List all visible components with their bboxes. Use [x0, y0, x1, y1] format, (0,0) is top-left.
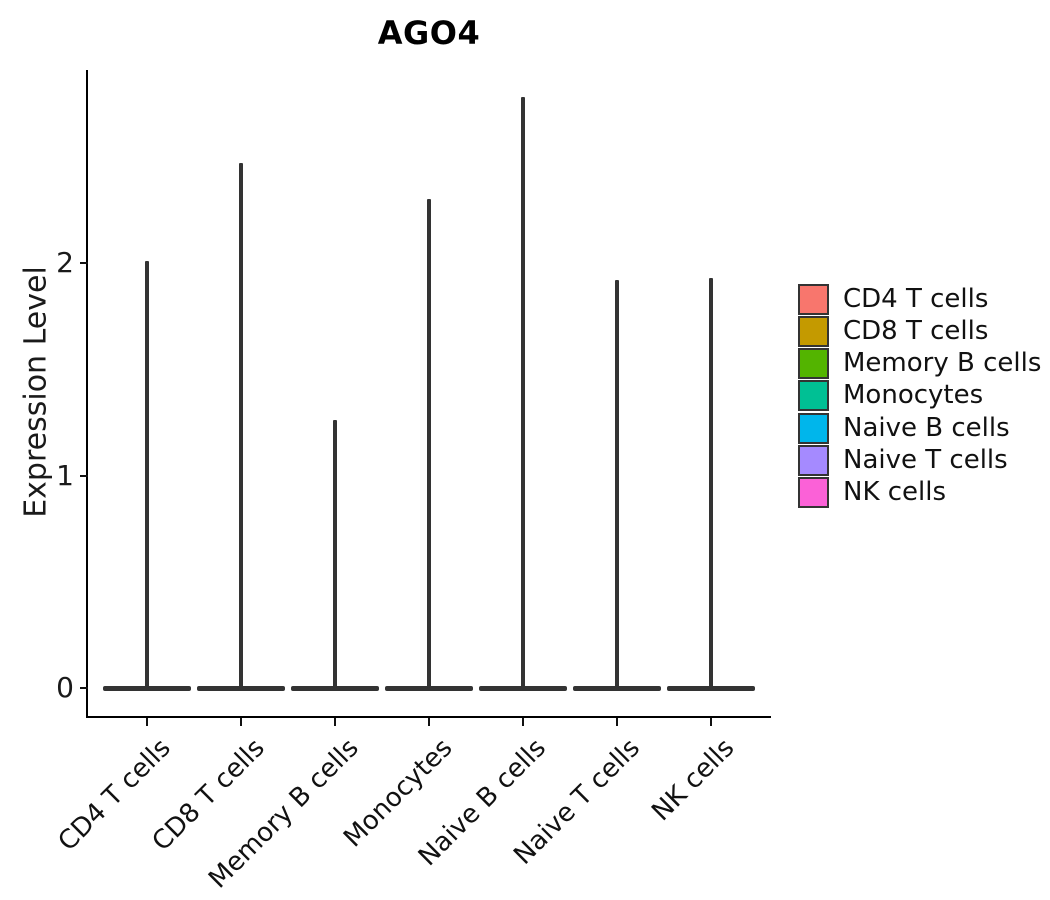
violin-body — [197, 685, 285, 691]
legend-color-key — [798, 477, 829, 509]
violin-max-spike — [615, 280, 619, 688]
legend-row: NK cells — [798, 477, 946, 509]
legend-label: CD8 T cells — [843, 315, 989, 346]
x-tick-mark — [146, 718, 148, 726]
legend-row: Naive T cells — [798, 445, 1008, 477]
violin-max-spike — [145, 260, 149, 688]
y-tick-label: 2 — [56, 246, 74, 279]
x-tick-mark — [710, 718, 712, 726]
legend-label: CD4 T cells — [843, 283, 989, 314]
violin-max-spike — [333, 420, 337, 688]
y-tick-mark — [80, 262, 88, 264]
legend-color-key — [798, 348, 829, 380]
y-tick-mark — [80, 687, 88, 689]
legend-label: Naive B cells — [843, 412, 1010, 443]
violin-body — [385, 685, 473, 691]
x-tick-mark — [428, 718, 430, 726]
plot-title: AGO4 — [377, 14, 481, 52]
violin-body — [667, 685, 755, 691]
legend-row: Monocytes — [798, 380, 983, 412]
x-tick-mark — [616, 718, 618, 726]
y-tick-label: 1 — [56, 458, 74, 492]
legend-label: Naive T cells — [843, 445, 1008, 475]
x-tick-mark — [522, 718, 524, 726]
legend-color-key — [798, 445, 829, 476]
legend-color-key — [798, 315, 829, 347]
x-tick-mark — [334, 718, 336, 726]
legend-color-key — [798, 412, 829, 444]
legend-label: NK cells — [843, 477, 947, 508]
violin-body — [291, 685, 379, 691]
violin-body — [573, 685, 661, 691]
legend-label: Memory B cells — [843, 348, 1042, 379]
y-axis-line — [86, 70, 88, 718]
legend-row: CD8 T cells — [798, 315, 988, 347]
violin-body — [103, 685, 191, 691]
x-category-label: NK cells — [646, 733, 741, 828]
x-axis-line — [86, 716, 771, 718]
violin-body — [479, 685, 567, 691]
violin-max-spike — [709, 277, 713, 688]
y-tick-label: 0 — [56, 671, 74, 704]
violin-max-spike — [427, 199, 431, 688]
violin-max-spike — [239, 163, 243, 688]
legend-color-key — [798, 283, 829, 315]
legend-label: Monocytes — [843, 380, 984, 411]
legend-row: Naive B cells — [798, 412, 1010, 444]
x-tick-mark — [240, 718, 242, 726]
y-tick-mark — [80, 474, 88, 477]
legend-row: Memory B cells — [798, 348, 1041, 380]
violin-max-spike — [521, 97, 525, 688]
legend-row: CD4 T cells — [798, 283, 988, 315]
legend-color-key — [798, 380, 829, 412]
